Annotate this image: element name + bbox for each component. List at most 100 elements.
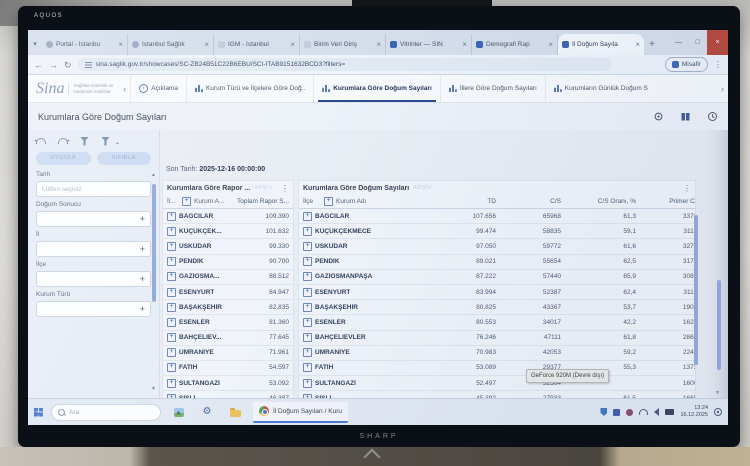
table-row[interactable]: PENDİK 90.700: [163, 255, 293, 270]
wifi-icon[interactable]: [639, 409, 649, 415]
expand-row-icon[interactable]: [303, 317, 312, 327]
expand-row-icon[interactable]: [167, 393, 176, 398]
table-row[interactable]: BAHÇELİEVLER 76.246 47111 61,8 28672: [299, 331, 695, 346]
expand-row-icon[interactable]: [167, 363, 176, 373]
table-row[interactable]: SULTANGAZİ 52.497 32504 16000: [299, 376, 695, 392]
page-scrollbar-thumb[interactable]: [717, 280, 721, 370]
page-scroll-down-icon[interactable]: ▼: [715, 390, 720, 396]
panel-menu-icon[interactable]: ⋮: [281, 183, 289, 193]
browser-menu-icon[interactable]: ⋮: [714, 60, 722, 69]
expand-row-icon[interactable]: [167, 241, 176, 251]
kurum-turu-input[interactable]: +: [36, 301, 151, 317]
tabs-scroll-right-icon[interactable]: ›: [721, 83, 724, 94]
col-td[interactable]: TD: [487, 198, 496, 205]
undo-icon[interactable]: [34, 138, 46, 144]
taskbar-search[interactable]: Ara: [51, 403, 161, 421]
tab-kurumlara-gore[interactable]: Kurumlara Göre Doğum Sayıları: [313, 75, 440, 102]
profile-chip[interactable]: Misafir: [664, 57, 708, 72]
filter-add-icon[interactable]: [101, 136, 110, 146]
plus-icon[interactable]: +: [139, 274, 145, 284]
table-row[interactable]: SULTANGAZİ 53.092: [163, 376, 293, 392]
table-row[interactable]: ESENYURT 83.994 52387 62,4 31121: [299, 285, 695, 301]
table-row[interactable]: FATİH 54.597: [163, 361, 293, 377]
browser-tab-active[interactable]: İl Doğum Sayıla: [558, 34, 644, 55]
tab-close-icon[interactable]: [290, 41, 295, 49]
forward-icon[interactable]: →: [49, 59, 58, 70]
tab-close-icon[interactable]: [204, 41, 209, 49]
expand-row-icon[interactable]: [167, 272, 176, 282]
expand-row-icon[interactable]: [303, 287, 312, 297]
ilce-input[interactable]: +: [36, 271, 151, 287]
table-row[interactable]: ÜMRANİYE 71.961: [163, 346, 293, 361]
new-tab-button[interactable]: +: [649, 39, 655, 50]
expand-row-icon[interactable]: [303, 211, 312, 221]
table-row[interactable]: BAHÇELİEV... 77.645: [163, 331, 293, 346]
file-explorer-button[interactable]: [225, 399, 245, 425]
table-row[interactable]: BAŞAKŞEHİR 82.835: [163, 300, 293, 316]
browser-tab[interactable]: İstanbul Sağlık: [128, 34, 214, 55]
expand-row-icon[interactable]: [303, 272, 312, 282]
sidebar-scrollbar[interactable]: ▲ ▼: [151, 172, 157, 392]
plus-icon[interactable]: +: [139, 214, 145, 224]
table-row[interactable]: KÜÇÜKÇEK... 101.632: [163, 224, 293, 240]
expand-row-icon[interactable]: [167, 257, 176, 267]
tab-search-caret-icon[interactable]: ▾: [33, 41, 37, 48]
expand-row-icon[interactable]: [303, 226, 312, 236]
tab-close-icon[interactable]: [635, 41, 640, 49]
col-toplam[interactable]: Toplam Rapor S...: [237, 198, 290, 205]
expand-row-icon[interactable]: [303, 333, 312, 343]
expand-row-icon[interactable]: [303, 257, 312, 267]
expand-row-icon[interactable]: [303, 378, 312, 388]
taskbar-clock[interactable]: 13:24 16.12.2025: [680, 405, 708, 419]
apply-button[interactable]: UYGULA: [36, 152, 91, 165]
col-primer-cs[interactable]: Primer C/S: [669, 198, 695, 205]
scrollbar-thumb[interactable]: [152, 184, 156, 302]
il-input[interactable]: +: [36, 241, 151, 257]
tab-gunluk-dogum[interactable]: Kurumların Günlük Doğum S: [544, 75, 656, 102]
defender-shield-icon[interactable]: [600, 408, 608, 416]
volume-icon[interactable]: [654, 408, 660, 416]
tab-close-icon[interactable]: [376, 41, 381, 49]
browser-tab[interactable]: Demografi Rap: [472, 34, 558, 55]
expand-row-icon[interactable]: [167, 302, 176, 312]
redo-icon[interactable]: [58, 138, 70, 144]
table-row[interactable]: ÜMRANİYE 70.983 42053 59,2 22434: [299, 346, 695, 361]
expand-row-icon[interactable]: [303, 393, 312, 398]
table-row[interactable]: ESENLER 80.553 34017 42,2 16296: [299, 315, 695, 331]
active-chrome-window-button[interactable]: İl Doğum Sayıları / Kuru: [253, 401, 348, 423]
expand-row-icon[interactable]: [303, 241, 312, 251]
expand-row-icon[interactable]: [303, 302, 312, 312]
site-settings-icon[interactable]: [84, 61, 92, 68]
panel-menu-icon[interactable]: ⋮: [683, 183, 691, 193]
table-row[interactable]: ESENLER 81.360: [163, 315, 293, 331]
col-cs-orani[interactable]: C/S Oranı, %: [597, 198, 636, 205]
minimize-button[interactable]: —: [675, 39, 682, 46]
tab-close-icon[interactable]: [462, 41, 467, 49]
tab-close-icon[interactable]: [548, 41, 553, 49]
expand-row-icon[interactable]: [167, 348, 176, 358]
browser-tab[interactable]: Birim Veri Giriş: [300, 34, 386, 55]
dogum-sonucu-input[interactable]: +: [36, 211, 151, 227]
expand-row-icon[interactable]: [303, 363, 312, 373]
focus-mode-icon[interactable]: [653, 111, 664, 122]
start-button-icon[interactable]: [34, 407, 43, 417]
table-row[interactable]: BAŞAKŞEHİR 80.825 43367 53,7 19064: [299, 300, 695, 316]
photos-app-button[interactable]: [169, 399, 189, 425]
date-select-input[interactable]: Lütfen seçiniz: [36, 181, 151, 197]
browser-tab[interactable]: Portal - İstanbu: [42, 34, 128, 55]
browser-tab[interactable]: Vitrinler — SİN: [386, 34, 472, 55]
expand-row-icon[interactable]: [167, 317, 176, 327]
history-icon[interactable]: [707, 111, 718, 122]
table-row[interactable]: GAZİOSMANPAŞA 87.222 57440 65,9 30816: [299, 270, 695, 285]
tab-close-icon[interactable]: [118, 41, 123, 49]
browser-tab[interactable]: İGM - İstanbul: [214, 34, 300, 55]
close-window-button[interactable]: ×: [707, 30, 728, 55]
expand-row-icon[interactable]: [167, 378, 176, 388]
table-row[interactable]: PENDİK 89.021 55654 62,5 31737: [299, 255, 695, 270]
col-kurum[interactable]: Kurum A...: [182, 197, 234, 206]
col-kurum-adi[interactable]: Kurum Adı: [324, 197, 431, 206]
camera-tray-icon[interactable]: [665, 409, 675, 415]
tabs-scroll-left-icon[interactable]: ‹: [123, 83, 127, 94]
col-ilce[interactable]: İlçe: [303, 198, 314, 205]
report-book-icon[interactable]: [680, 111, 691, 122]
